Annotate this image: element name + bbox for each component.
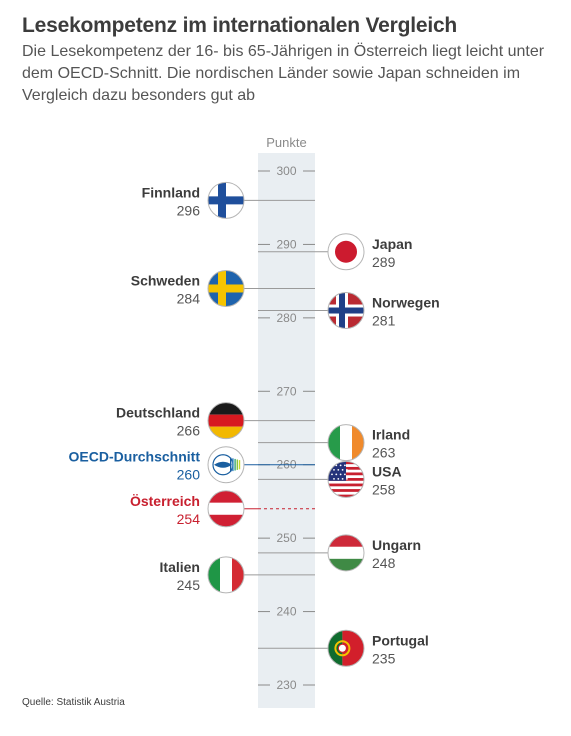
flag-norway-icon	[328, 292, 364, 329]
flag-germany-icon	[208, 402, 244, 439]
flag-japan-icon	[328, 233, 364, 270]
country-label-hungary: Ungarn	[372, 537, 421, 553]
flag-ring	[327, 424, 365, 462]
value-label-italy: 245	[177, 577, 201, 593]
flag-italy-icon	[208, 556, 244, 593]
flag-hungary-icon	[328, 534, 364, 571]
value-label-sweden: 284	[177, 290, 201, 306]
flag-ring	[207, 556, 245, 594]
flag-finland-icon	[208, 182, 244, 219]
country-label-usa: USA	[372, 463, 402, 479]
value-label-germany: 266	[177, 423, 201, 439]
value-label-austria: 254	[177, 511, 201, 527]
tick-label: 250	[276, 531, 296, 545]
flag-ireland-icon	[328, 424, 364, 461]
flag-ring	[207, 181, 245, 219]
value-label-hungary: 248	[372, 555, 396, 571]
flag-portugal-icon	[328, 630, 364, 667]
country-label-finland: Finnland	[142, 184, 200, 200]
value-label-oecd: 260	[177, 467, 201, 483]
value-label-portugal: 235	[372, 650, 396, 666]
country-label-ireland: Irland	[372, 427, 410, 443]
country-label-oecd: OECD-Durchschnitt	[69, 449, 201, 465]
flag-ring	[327, 534, 365, 572]
flag-ring	[327, 292, 365, 330]
flag-ring	[207, 269, 245, 307]
flag-ring	[207, 490, 245, 528]
country-label-japan: Japan	[372, 236, 412, 252]
flag-ring	[207, 402, 245, 440]
flag-austria-icon	[208, 490, 244, 527]
flag-ring	[327, 460, 365, 498]
country-label-austria: Österreich	[130, 493, 200, 509]
tick-label: 230	[276, 678, 296, 692]
country-label-portugal: Portugal	[372, 632, 429, 648]
tick-label: 280	[276, 311, 296, 325]
value-label-usa: 258	[372, 481, 396, 497]
flag-ring	[327, 629, 365, 667]
country-label-germany: Deutschland	[116, 405, 200, 421]
value-label-norway: 281	[372, 313, 396, 329]
tick-label: 270	[276, 384, 296, 398]
flag-ring	[327, 233, 365, 271]
value-label-finland: 296	[177, 202, 201, 218]
flag-ring	[207, 446, 245, 484]
country-label-norway: Norwegen	[372, 295, 440, 311]
value-label-japan: 289	[372, 254, 396, 270]
flag-sweden-icon	[208, 270, 244, 307]
source-note: Quelle: Statistik Austria	[22, 697, 125, 708]
tick-label: 300	[276, 164, 296, 178]
axis-label: Punkte	[266, 135, 306, 150]
country-label-sweden: Schweden	[131, 272, 200, 288]
chart-subtitle: Die Lesekompetenz der 16- bis 65-Jährige…	[22, 43, 545, 104]
value-label-ireland: 263	[372, 445, 396, 461]
country-label-italy: Italien	[160, 559, 200, 575]
chart-title: Lesekompetenz im internationalen Verglei…	[22, 14, 458, 37]
tick-label: 240	[276, 605, 296, 619]
axis-band	[258, 153, 315, 708]
flag-oecd-icon	[208, 446, 244, 483]
tick-label: 290	[276, 237, 296, 251]
